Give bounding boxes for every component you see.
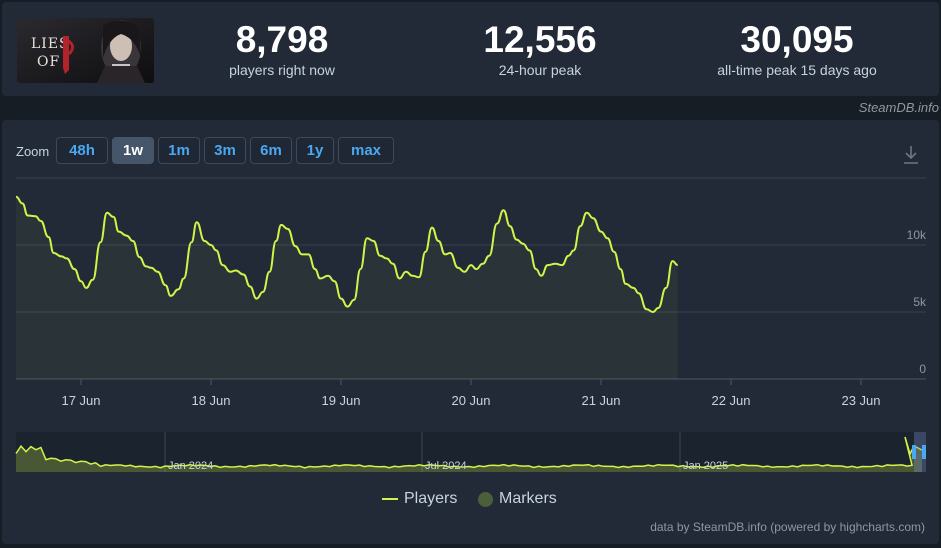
- stat-24h-value: 12,556: [483, 19, 597, 60]
- players-series-line[interactable]: [15, 195, 678, 314]
- zoom-button-1y[interactable]: 1y: [296, 137, 334, 164]
- legend-dot-icon: [478, 491, 493, 507]
- navigator-label-jan-2025: Jan 2025: [683, 460, 728, 472]
- stat-alltime-peak: 30,095 all-time peak 15 days ago: [687, 19, 907, 79]
- x-tick-label: 21 Jun: [581, 393, 620, 408]
- stat-alltime-value: 30,095: [740, 19, 854, 60]
- navigator-selection[interactable]: [914, 432, 926, 472]
- players-series-area: [16, 196, 678, 379]
- chart-credits[interactable]: data by SteamDB.info (powered by highcha…: [650, 520, 925, 534]
- zoom-button-48h[interactable]: 48h: [56, 137, 108, 164]
- navigator-background: [16, 432, 926, 472]
- zoom-button-max[interactable]: max: [338, 137, 394, 164]
- navigator-label-jan-2024: Jan 2024: [168, 460, 213, 472]
- legend-markers-label: Markers: [499, 490, 557, 507]
- navigator-area: [16, 437, 922, 472]
- legend-item-markers[interactable]: Markers: [478, 490, 557, 508]
- game-logo[interactable]: LIES OF: [17, 18, 154, 83]
- navigator-handle-right[interactable]: [922, 445, 926, 459]
- y-tick-label: 0: [919, 362, 926, 376]
- stat-24h-label: 24-hour peak: [498, 62, 582, 78]
- zoom-button-6m[interactable]: 6m: [250, 137, 292, 164]
- chart-legend: Players Markers: [2, 490, 939, 512]
- legend-players-label: Players: [404, 490, 458, 507]
- navigator-line: [15, 436, 923, 469]
- x-tick-label: 23 Jun: [841, 393, 880, 408]
- navigator-label-jul-2024: Jul 2024: [425, 460, 467, 472]
- x-tick-label: 20 Jun: [451, 393, 490, 408]
- svg-text:OF: OF: [37, 54, 60, 70]
- y-axis-ticks: 0 5k 10k: [907, 228, 927, 376]
- x-tick-label: 18 Jun: [191, 393, 230, 408]
- navigator-handle-left[interactable]: [912, 445, 916, 459]
- stat-current-value: 8,798: [235, 19, 329, 60]
- x-tick-label: 19 Jun: [321, 393, 360, 408]
- zoom-label: Zoom: [16, 144, 50, 159]
- steamdb-watermark: SteamDB.info: [858, 100, 939, 115]
- chart-panel: Zoom 48h 1w 1m 3m 6m 1y max 17 Jun 18 Jun…: [2, 120, 939, 544]
- zoom-button-3m[interactable]: 3m: [204, 137, 246, 164]
- stat-alltime-label: all-time peak 15 days ago: [717, 62, 877, 78]
- legend-item-players[interactable]: Players: [382, 490, 457, 508]
- zoom-button-1m[interactable]: 1m: [158, 137, 200, 164]
- legend-line-icon: [382, 498, 398, 500]
- y-tick-label: 10k: [907, 228, 927, 242]
- stats-bar: LIES OF 8,798 players right now 12,556 2…: [2, 2, 939, 96]
- x-axis-ticks: 17 Jun 18 Jun 19 Jun 20 Jun 21 Jun 22 Jun 23 J…: [61, 379, 881, 408]
- game-logo-art-icon: LIES OF: [17, 18, 154, 83]
- player-chart[interactable]: 17 Jun 18 Jun 19 Jun 20 Jun 21 Jun 22 Jun 23 J…: [2, 120, 939, 544]
- svg-text:LIES: LIES: [31, 36, 70, 52]
- x-tick-label: 17 Jun: [61, 393, 100, 408]
- stat-current-players: 8,798 players right now: [172, 19, 392, 79]
- x-tick-label: 22 Jun: [711, 393, 750, 408]
- y-tick-label: 5k: [913, 295, 927, 309]
- zoom-button-1w[interactable]: 1w: [112, 137, 154, 164]
- navigator[interactable]: Jan 2024 Jul 2024 Jan 2025: [15, 432, 926, 472]
- stat-24h-peak: 12,556 24-hour peak: [430, 19, 650, 79]
- stat-current-label: players right now: [229, 62, 335, 78]
- download-icon[interactable]: [902, 145, 920, 165]
